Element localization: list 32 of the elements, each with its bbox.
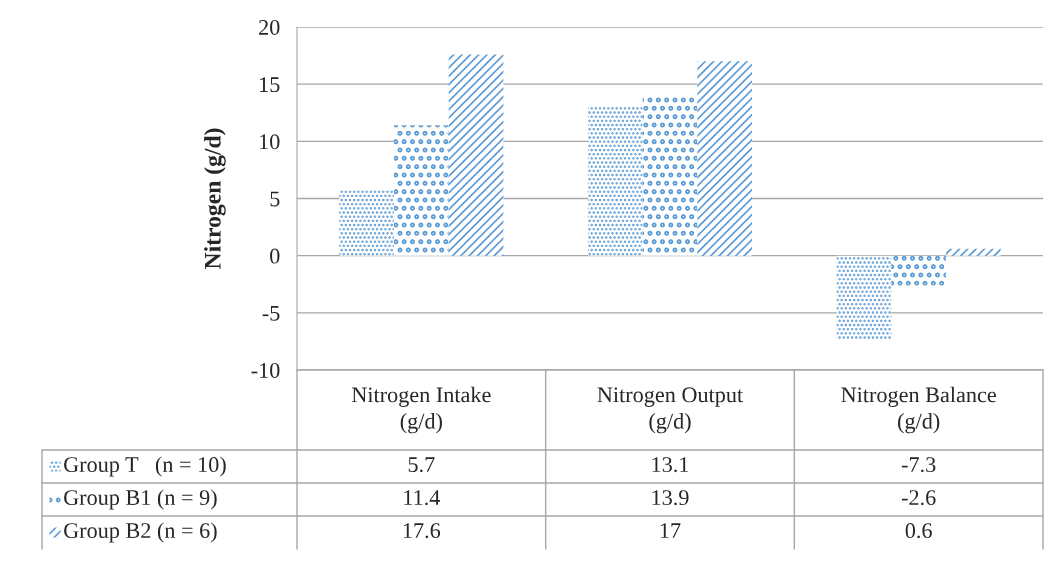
y-axis-title: Nitrogen (g/d) [204,128,226,269]
x-tick-label: Nitrogen Intake (g/d) [351,386,491,434]
bar [891,255,947,286]
y-tick-label: 20 [259,19,280,35]
bar [339,190,394,256]
y-tick-label: 0 [270,248,280,264]
bar [393,125,449,256]
bar [946,248,1001,256]
data-label: 13.9 [652,490,689,506]
bar [587,105,643,256]
y-tick-label: 5 [270,191,280,207]
data-label: 17 [660,523,681,538]
data-label: 13.1 [652,457,689,473]
data-label: 0.6 [905,523,932,539]
y-tick-label: 15 [260,77,280,93]
legend-label: Group B1 (n = 9) [64,489,217,510]
data-label: -2.6 [901,490,936,506]
data-label: 17.6 [403,523,441,539]
data-label: -7.3 [901,457,936,473]
x-tick-label: Nitrogen Output (g/d) [597,387,744,434]
bar [642,96,698,256]
x-tick-label: Nitrogen Balance (g/d) [841,386,996,434]
legend-label: Group T (n = 10) [64,456,226,477]
bar [836,255,892,340]
y-tick-label: 10 [260,134,280,150]
y-tick-label: -10 [251,362,280,378]
bar [448,54,504,256]
data-label: 11.4 [404,490,441,506]
legend-label: Group B2 (n = 6) [64,522,217,543]
data-label: 5.7 [408,457,435,473]
y-tick-label: -5 [262,305,280,321]
bar [697,61,753,256]
